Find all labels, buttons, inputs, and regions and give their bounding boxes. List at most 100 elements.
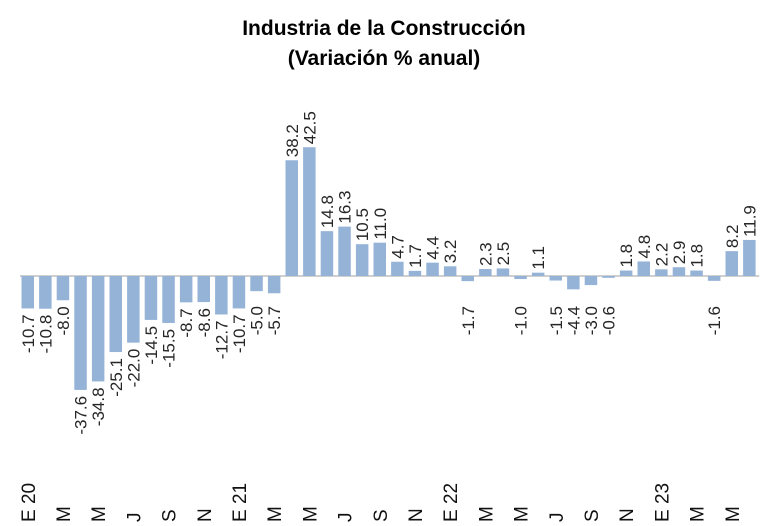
data-label-8: -14.5 bbox=[142, 326, 161, 365]
data-label-29: -1.0 bbox=[512, 306, 531, 335]
x-tick-label: E 20 bbox=[19, 483, 40, 522]
data-label-32: -4.4 bbox=[564, 306, 583, 335]
data-label-21: 11.0 bbox=[371, 208, 390, 240]
x-tick-label: M bbox=[688, 506, 709, 522]
bar-8 bbox=[144, 276, 158, 320]
data-label-11: -8.6 bbox=[195, 308, 214, 337]
data-label-16: 38.2 bbox=[283, 124, 302, 157]
bar-41 bbox=[725, 251, 738, 276]
data-label-9: -15.5 bbox=[160, 329, 179, 368]
x-tick-label: E 21 bbox=[230, 483, 251, 522]
x-tick-label: M bbox=[54, 506, 75, 522]
bar-35 bbox=[619, 270, 633, 276]
data-label-25: 3.2 bbox=[441, 240, 460, 264]
bar-25 bbox=[443, 266, 457, 276]
bar-11 bbox=[197, 276, 210, 303]
bar-7 bbox=[127, 276, 140, 343]
data-label-30: 1.1 bbox=[529, 246, 548, 270]
bar-16 bbox=[285, 160, 298, 276]
bar-21 bbox=[373, 242, 386, 276]
bar-29 bbox=[514, 276, 527, 280]
data-label-28: 2.5 bbox=[494, 242, 513, 266]
bar-5 bbox=[91, 276, 105, 382]
bar-13 bbox=[232, 276, 246, 309]
x-tick-label: M bbox=[723, 506, 744, 522]
data-label-40: -1.6 bbox=[705, 306, 724, 335]
x-tick-label: E 23 bbox=[652, 483, 673, 522]
data-label-41: 8.2 bbox=[723, 225, 742, 249]
x-tick-label: E 22 bbox=[441, 483, 462, 522]
x-tick-label: M bbox=[476, 506, 497, 522]
bar-12 bbox=[215, 276, 228, 315]
x-tick-label: M bbox=[89, 506, 110, 522]
bar-23 bbox=[408, 270, 422, 276]
bar-33 bbox=[584, 276, 598, 286]
x-tick-label: S bbox=[582, 509, 603, 522]
bar-10 bbox=[179, 276, 193, 303]
bar-27 bbox=[479, 269, 492, 276]
bar-37 bbox=[655, 269, 668, 276]
data-label-19: 16.3 bbox=[336, 191, 355, 224]
bar-40 bbox=[707, 276, 721, 281]
bar-6 bbox=[109, 276, 122, 353]
x-tick-label: N bbox=[617, 508, 638, 522]
data-label-39: 1.8 bbox=[688, 244, 707, 268]
bar-22 bbox=[391, 261, 404, 276]
chart-title: Industria de la Construcción bbox=[242, 17, 526, 40]
data-label-4: -37.6 bbox=[72, 396, 91, 435]
bar-36 bbox=[637, 261, 650, 276]
bar-42 bbox=[743, 239, 756, 276]
data-label-31: -1.5 bbox=[547, 306, 566, 335]
data-label-13: -10.7 bbox=[230, 314, 249, 353]
data-label-10: -8.7 bbox=[177, 308, 196, 337]
x-tick-label: N bbox=[195, 508, 216, 522]
bar-30 bbox=[531, 272, 545, 276]
bar-4 bbox=[74, 276, 87, 390]
data-label-37: 2.2 bbox=[652, 243, 671, 267]
bar-9 bbox=[162, 276, 175, 323]
bar-28 bbox=[496, 268, 510, 276]
data-label-42: 11.9 bbox=[740, 205, 759, 237]
x-tick-label: S bbox=[160, 509, 181, 522]
chart-title-block: Industria de la Construcción (Variación … bbox=[0, 14, 768, 74]
data-label-36: 4.8 bbox=[635, 235, 654, 259]
data-label-1: -10.7 bbox=[19, 314, 38, 353]
data-label-24: 4.4 bbox=[424, 236, 443, 260]
bar-34 bbox=[602, 276, 615, 278]
data-label-27: 2.3 bbox=[476, 242, 495, 266]
data-label-22: 4.7 bbox=[388, 235, 407, 259]
x-tick-label: N bbox=[406, 508, 427, 522]
data-label-7: -22.0 bbox=[124, 349, 143, 388]
bar-17 bbox=[303, 147, 316, 276]
data-label-15: -5.7 bbox=[265, 306, 284, 335]
bar-39 bbox=[690, 270, 703, 276]
data-label-12: -12.7 bbox=[212, 320, 231, 359]
data-label-17: 42.5 bbox=[300, 111, 319, 144]
bar-26 bbox=[461, 276, 474, 282]
data-label-6: -25.1 bbox=[107, 358, 126, 397]
x-tick-label: J bbox=[336, 513, 357, 523]
bar-38 bbox=[672, 267, 686, 276]
data-label-38: 2.9 bbox=[670, 241, 689, 265]
x-tick-label: M bbox=[512, 506, 533, 522]
data-label-5: -34.8 bbox=[89, 387, 108, 426]
data-label-18: 14.8 bbox=[318, 195, 337, 228]
x-tick-label: S bbox=[371, 509, 392, 522]
data-label-34: -0.6 bbox=[600, 306, 619, 335]
bar-15 bbox=[267, 276, 281, 294]
data-label-35: 1.8 bbox=[617, 244, 636, 268]
bar-20 bbox=[355, 244, 369, 276]
x-tick-label: J bbox=[124, 513, 145, 523]
bar-24 bbox=[426, 262, 439, 276]
bar-31 bbox=[549, 276, 562, 281]
x-tick-label: M bbox=[265, 506, 286, 522]
bar-18 bbox=[320, 231, 334, 276]
data-label-33: -3.0 bbox=[582, 306, 601, 335]
x-tick-label: M bbox=[300, 506, 321, 522]
data-label-23: 1.7 bbox=[406, 244, 425, 268]
data-label-20: 10.5 bbox=[353, 208, 372, 241]
bar-2 bbox=[39, 276, 52, 309]
bar-19 bbox=[338, 226, 351, 276]
chart-subtitle: (Variación % anual) bbox=[287, 47, 481, 70]
